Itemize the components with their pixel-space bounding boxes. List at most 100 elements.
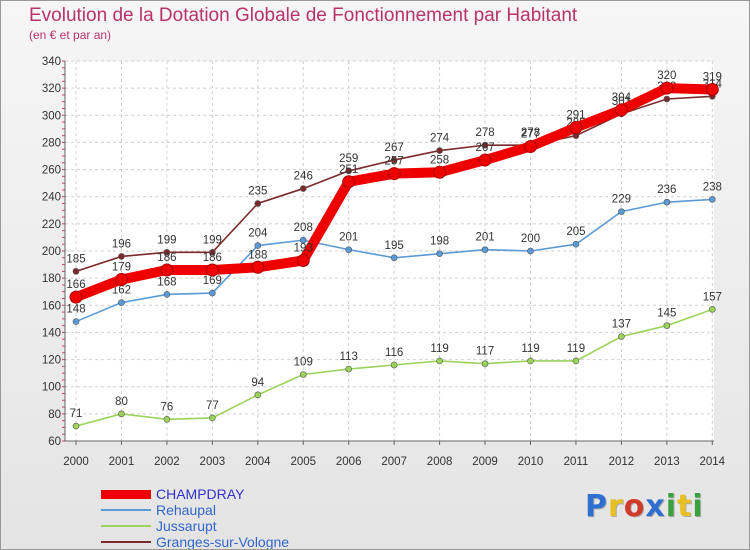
data-label-champdray: 291 xyxy=(566,110,585,122)
data-label-jussarupt: 109 xyxy=(294,357,313,369)
data-point-jussarupt xyxy=(663,322,671,329)
data-point-jussarupt xyxy=(481,360,489,367)
data-point-jussarupt xyxy=(618,333,625,340)
x-tick-label: 2000 xyxy=(63,456,89,468)
legend-swatch xyxy=(101,490,151,499)
data-point-rehaupal xyxy=(209,289,216,297)
data-label-champdray: 188 xyxy=(248,249,267,261)
y-tick-label: 120 xyxy=(42,355,61,367)
y-tick-label: 280 xyxy=(42,137,61,149)
data-point-granges-sur-vologne xyxy=(209,249,216,256)
data-label-rehaupal: 205 xyxy=(566,226,585,238)
data-point-rehaupal xyxy=(390,254,398,262)
data-label-champdray: 166 xyxy=(66,279,85,291)
data-point-rehaupal xyxy=(481,246,489,253)
data-label-jussarupt: 76 xyxy=(161,401,174,413)
x-tick-label: 2001 xyxy=(109,456,135,468)
data-label-champdray: 179 xyxy=(112,262,131,274)
data-point-jussarupt xyxy=(72,422,80,430)
x-tick-label: 2010 xyxy=(518,456,544,468)
x-tick-label: 2004 xyxy=(245,456,271,468)
data-label-granges-sur-vologne: 199 xyxy=(157,234,176,246)
legend-swatch xyxy=(101,525,151,527)
data-label-rehaupal: 201 xyxy=(475,232,494,244)
data-point-rehaupal xyxy=(708,196,716,203)
data-point-jussarupt xyxy=(254,391,262,399)
y-tick-label: 300 xyxy=(42,110,61,122)
data-label-jussarupt: 113 xyxy=(340,351,358,363)
logo-letter: t xyxy=(677,489,693,524)
data-label-rehaupal: 195 xyxy=(385,240,404,252)
legend-label: Granges-sur-Vologne xyxy=(156,534,290,550)
data-point-champdray xyxy=(614,103,628,117)
data-point-granges-sur-vologne xyxy=(254,200,262,207)
y-tick-label: 260 xyxy=(42,165,61,177)
data-label-rehaupal: 204 xyxy=(248,228,268,240)
data-point-rehaupal xyxy=(527,247,534,255)
data-point-rehaupal xyxy=(118,299,125,306)
data-point-rehaupal xyxy=(163,291,171,298)
data-point-jussarupt xyxy=(390,361,398,369)
data-point-granges-sur-vologne xyxy=(163,249,171,256)
data-label-champdray: 320 xyxy=(657,70,676,82)
data-point-jussarupt xyxy=(572,357,580,365)
data-label-granges-sur-vologne: 259 xyxy=(339,153,358,165)
data-label-champdray: 193 xyxy=(294,243,313,255)
x-tick-label: 2013 xyxy=(654,456,680,468)
data-label-jussarupt: 77 xyxy=(206,400,219,412)
data-point-granges-sur-vologne xyxy=(299,185,307,192)
data-point-champdray xyxy=(69,290,83,304)
data-label-jussarupt: 94 xyxy=(251,377,264,389)
data-label-rehaupal: 169 xyxy=(203,275,222,287)
data-point-rehaupal xyxy=(436,250,443,258)
data-label-jussarupt: 71 xyxy=(70,408,83,420)
data-point-champdray xyxy=(387,167,401,181)
data-label-champdray: 304 xyxy=(612,92,632,104)
x-tick-label: 2014 xyxy=(700,456,726,468)
data-point-champdray xyxy=(296,254,310,267)
data-label-champdray: 257 xyxy=(385,156,404,168)
data-label-rehaupal: 229 xyxy=(612,194,631,206)
data-label-rehaupal: 148 xyxy=(66,304,85,316)
data-point-champdray xyxy=(569,121,583,134)
data-point-champdray xyxy=(433,165,447,179)
data-point-champdray xyxy=(705,83,719,96)
data-label-granges-sur-vologne: 196 xyxy=(112,238,131,250)
y-tick-label: 320 xyxy=(42,83,61,95)
data-label-rehaupal: 201 xyxy=(339,232,358,244)
data-label-champdray: 267 xyxy=(475,142,494,154)
data-point-granges-sur-vologne xyxy=(481,141,489,149)
data-label-granges-sur-vologne: 267 xyxy=(385,142,404,154)
data-point-jussarupt xyxy=(708,306,716,313)
chart-title: Evolution de la Dotation Globale de Fonc… xyxy=(29,5,578,26)
data-point-granges-sur-vologne xyxy=(436,147,443,154)
data-point-jussarupt xyxy=(527,357,534,365)
legend-label: Rehaupal xyxy=(156,502,216,518)
y-tick-label: 160 xyxy=(42,300,61,312)
data-point-jussarupt xyxy=(163,415,171,423)
data-label-rehaupal: 200 xyxy=(521,233,540,245)
logo-letter: i xyxy=(692,489,704,524)
data-label-rehaupal: 168 xyxy=(157,276,176,288)
data-label-jussarupt: 119 xyxy=(567,343,585,355)
data-label-jussarupt: 80 xyxy=(115,396,128,408)
data-label-granges-sur-vologne: 278 xyxy=(475,127,494,139)
data-label-jussarupt: 137 xyxy=(612,319,631,331)
data-label-granges-sur-vologne: 185 xyxy=(66,253,85,265)
data-point-champdray xyxy=(114,273,128,286)
data-label-champdray: 186 xyxy=(203,252,222,264)
data-point-rehaupal xyxy=(618,208,625,215)
x-tick-label: 2009 xyxy=(472,456,498,468)
data-label-rehaupal: 162 xyxy=(112,285,131,297)
y-tick-label: 340 xyxy=(42,56,61,68)
data-label-rehaupal: 236 xyxy=(657,184,676,196)
data-point-granges-sur-vologne xyxy=(345,167,353,175)
data-point-champdray xyxy=(251,260,265,274)
data-label-champdray: 319 xyxy=(703,72,722,84)
data-point-jussarupt xyxy=(209,414,216,422)
data-point-rehaupal xyxy=(345,246,353,253)
data-point-rehaupal xyxy=(254,242,262,249)
data-point-granges-sur-vologne xyxy=(390,156,398,164)
